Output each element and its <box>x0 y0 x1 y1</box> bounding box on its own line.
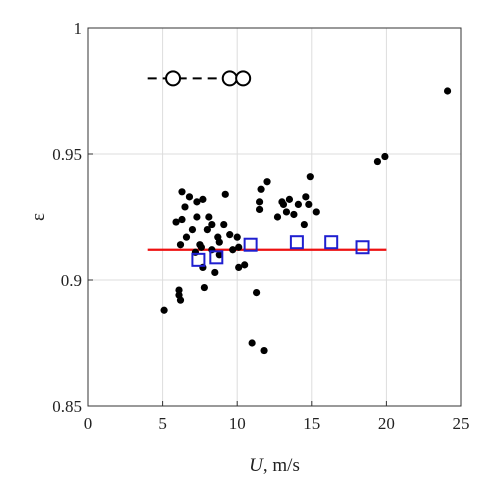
data-point <box>215 251 223 259</box>
data-point <box>208 220 216 229</box>
data-point <box>235 263 243 271</box>
data-point <box>252 289 261 297</box>
open-circle-marker <box>165 70 182 87</box>
data-point <box>260 346 268 355</box>
data-point <box>235 243 243 251</box>
x-tick-label: 0 <box>84 414 93 433</box>
data-point <box>193 198 201 206</box>
data-point <box>200 283 208 292</box>
x-axis-label-unit: , m/s <box>263 455 300 476</box>
y-axis-label: ε <box>28 213 49 221</box>
data-point <box>172 218 180 226</box>
data-point <box>263 178 271 186</box>
data-point <box>215 238 223 246</box>
x-tick-label: 10 <box>229 414 246 433</box>
data-point <box>181 203 189 211</box>
data-point <box>178 215 186 224</box>
square-marker <box>209 250 224 265</box>
tick-labels: 0 5 10 15 20 25 0.85 0.9 0.95 1 <box>52 19 469 433</box>
data-point <box>241 261 249 269</box>
data-point <box>294 200 302 208</box>
data-point <box>197 243 205 251</box>
x-tick-label: 15 <box>303 414 320 433</box>
data-point <box>160 306 168 314</box>
data-point <box>203 226 211 234</box>
data-point <box>312 208 320 216</box>
data-point <box>205 213 213 221</box>
data-point <box>257 185 265 193</box>
y-tick-label: 0.9 <box>61 271 82 290</box>
square-marker <box>324 235 339 250</box>
data-series <box>147 70 452 355</box>
open-circle-marker <box>235 70 252 87</box>
data-point <box>302 193 310 201</box>
data-point <box>193 213 201 221</box>
square-marker <box>243 237 258 252</box>
data-point <box>199 195 207 203</box>
data-point <box>233 233 241 241</box>
data-point <box>176 296 185 304</box>
data-point <box>279 200 288 208</box>
y-tick-label: 1 <box>74 19 83 38</box>
data-point <box>176 241 185 249</box>
square-marker <box>289 235 304 250</box>
data-point <box>290 210 298 219</box>
data-point <box>175 286 183 294</box>
x-axis-label-variable: U <box>249 455 264 476</box>
data-point <box>255 205 264 214</box>
square-marker <box>191 252 206 267</box>
data-point <box>255 198 264 206</box>
data-point <box>220 220 228 229</box>
data-point <box>443 87 452 95</box>
y-tick-label: 0.95 <box>52 145 82 164</box>
data-point <box>373 157 382 166</box>
data-point <box>226 231 234 239</box>
data-point <box>178 188 186 196</box>
data-point <box>182 233 191 241</box>
open-circle-marker <box>221 70 238 87</box>
x-tick-label: 5 <box>158 414 167 433</box>
data-point <box>306 173 314 181</box>
data-point <box>282 208 291 216</box>
square-marker <box>355 240 370 255</box>
data-point <box>381 152 389 161</box>
x-tick-label: 25 <box>453 414 470 433</box>
y-tick-label: 0.85 <box>52 397 82 416</box>
x-tick-label: 20 <box>378 414 395 433</box>
data-point <box>300 220 308 229</box>
data-point <box>285 195 294 203</box>
x-axis-label: U, m/s <box>249 455 300 476</box>
plot-area-frame <box>87 27 462 407</box>
data-point <box>188 226 197 234</box>
data-point <box>211 268 219 277</box>
data-point <box>221 190 229 198</box>
data-point <box>305 200 313 208</box>
data-point <box>185 193 194 201</box>
data-point <box>229 246 237 254</box>
data-point <box>248 339 256 347</box>
data-point <box>273 213 282 221</box>
